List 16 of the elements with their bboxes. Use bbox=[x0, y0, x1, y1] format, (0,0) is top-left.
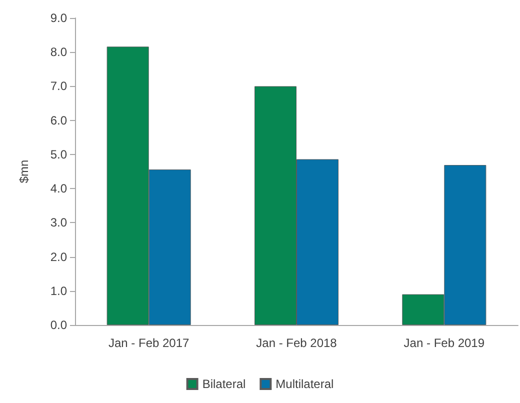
y-tick-label: 0.0 bbox=[50, 318, 68, 332]
y-tick-label: 4.0 bbox=[50, 182, 68, 196]
y-tick-label: 1.0 bbox=[50, 284, 68, 298]
y-tick-label: 9.0 bbox=[50, 11, 68, 25]
x-tick-label: Jan - Feb 2018 bbox=[256, 336, 338, 350]
x-tick-label: Jan - Feb 2017 bbox=[108, 336, 190, 350]
y-tick-label: 5.0 bbox=[50, 147, 68, 162]
x-tick-label: Jan - Feb 2019 bbox=[404, 336, 485, 350]
legend-label: Multilateral bbox=[276, 377, 334, 391]
y-tick-label: 7.0 bbox=[50, 79, 68, 94]
y-tick-label: 3.0 bbox=[50, 216, 68, 230]
y-tick-label: 2.0 bbox=[50, 250, 68, 264]
y-axis-title: $mn bbox=[17, 160, 31, 184]
legend-label: Bilateral bbox=[202, 377, 246, 391]
y-tick-label: 8.0 bbox=[50, 45, 68, 60]
y-tick-label: 6.0 bbox=[50, 113, 68, 128]
